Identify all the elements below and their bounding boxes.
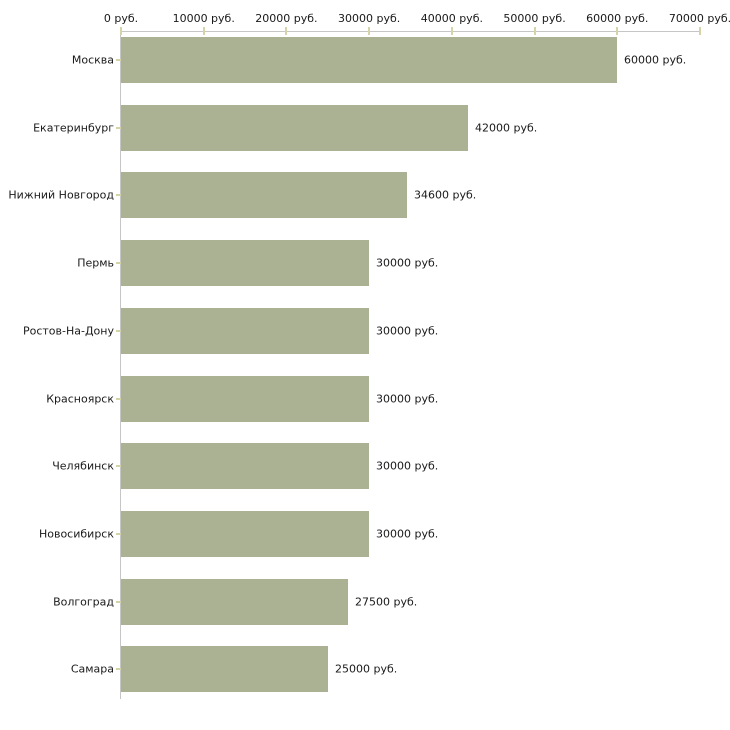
y-axis-tick-mark [116, 398, 121, 400]
category-label: Красноярск [46, 392, 114, 406]
x-axis-tick-label: 50000 руб. [503, 12, 566, 25]
x-axis-tick-label: 70000 руб. [668, 12, 730, 25]
category-label: Ростов-На-Дону [22, 324, 114, 338]
category-label: Нижний Новгород [8, 188, 114, 202]
value-label: 25000 руб. [335, 662, 398, 676]
x-axis-tick-mark [368, 27, 371, 35]
x-axis-tick-label: 0 руб. [103, 12, 139, 25]
y-axis-tick-mark [116, 262, 121, 264]
y-axis-tick-mark [116, 601, 121, 603]
x-axis-tick-mark [450, 27, 453, 35]
value-label: 34600 руб. [414, 188, 477, 202]
value-label: 27500 руб. [355, 595, 418, 609]
bar [121, 172, 407, 218]
x-axis-tick-mark [533, 27, 536, 35]
category-label: Екатеринбург [33, 121, 114, 135]
x-axis-tick-mark [616, 27, 619, 35]
x-axis-tick-label: 40000 руб. [420, 12, 483, 25]
y-axis-tick-mark [116, 465, 121, 467]
bar [121, 308, 369, 354]
value-label: 30000 руб. [376, 256, 439, 270]
y-axis-line [120, 31, 121, 699]
y-axis-tick-mark [116, 668, 121, 670]
y-axis-tick-mark [116, 533, 121, 535]
category-label: Москва [71, 53, 114, 67]
y-axis-tick-mark [116, 59, 121, 61]
bar [121, 240, 369, 286]
y-axis-tick-mark [116, 127, 121, 129]
x-axis-tick-mark [120, 27, 122, 35]
category-label: Новосибирск [38, 527, 114, 541]
x-axis-tick-label: 10000 руб. [172, 12, 235, 25]
y-axis-tick-mark [116, 330, 121, 332]
x-axis-tick-label: 30000 руб. [338, 12, 401, 25]
category-label: Челябинск [52, 459, 114, 473]
value-label: 30000 руб. [376, 392, 439, 406]
value-label: 30000 руб. [376, 324, 439, 338]
x-axis-line [120, 31, 701, 32]
bar [121, 579, 348, 625]
x-axis-tick-mark [285, 27, 288, 35]
category-label: Самара [70, 662, 114, 676]
bar [121, 443, 369, 489]
category-label: Волгоград [53, 595, 114, 609]
y-axis-tick-mark [116, 194, 121, 196]
value-label: 60000 руб. [624, 53, 687, 67]
value-label: 30000 руб. [376, 527, 439, 541]
category-label: Пермь [77, 256, 114, 270]
x-axis-tick-mark [202, 27, 205, 35]
bar [121, 37, 617, 83]
bar [121, 376, 369, 422]
bar [121, 646, 328, 692]
value-label: 30000 руб. [376, 459, 439, 473]
x-axis-tick-mark [699, 27, 701, 35]
x-axis-tick-label: 60000 руб. [586, 12, 649, 25]
value-label: 42000 руб. [475, 121, 538, 135]
bar [121, 105, 468, 151]
bar [121, 511, 369, 557]
x-axis-tick-label: 20000 руб. [255, 12, 318, 25]
